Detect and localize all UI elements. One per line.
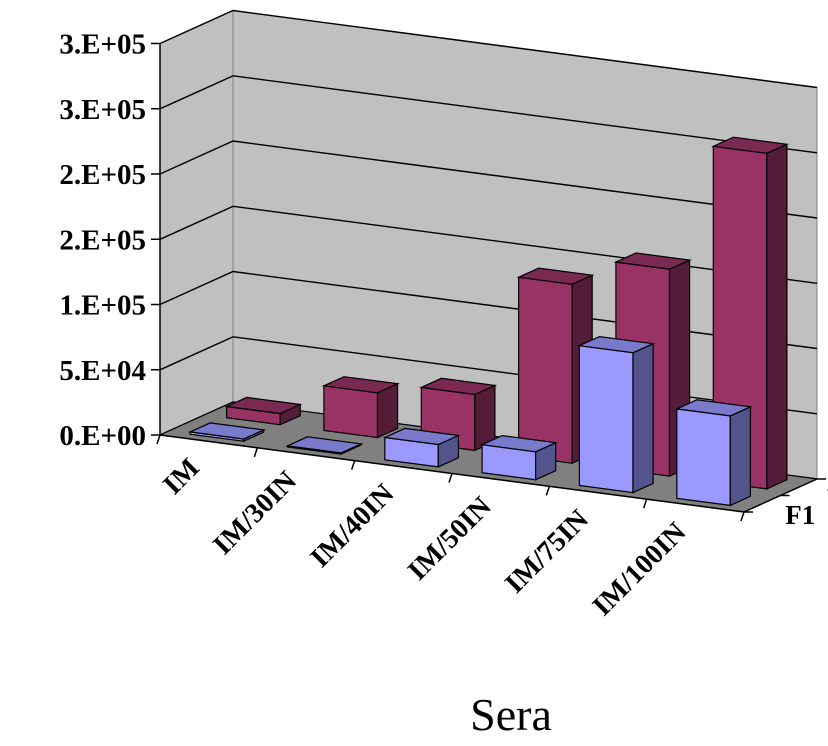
series-label: F1 <box>785 500 815 530</box>
x-axis-tick <box>545 486 551 496</box>
gridline <box>159 205 818 284</box>
bar-top-face <box>516 267 595 285</box>
bar-side-face <box>766 143 788 490</box>
series-axis-labels: F1V <box>785 483 828 530</box>
x-axis-tick <box>642 498 648 509</box>
bar-F1-IM/75IN <box>577 335 656 494</box>
y-axis-tick-labels: 0.E+00 5.E+04 1.E+05 2.E+05 2.E+05 3.E+05 3.E+… <box>59 29 146 453</box>
x-tick-label: IM <box>157 452 205 500</box>
bar-top-face <box>321 376 400 394</box>
y-tick-label: 3.E+05 <box>59 29 146 61</box>
y-tick-label: 2.E+05 <box>59 224 146 256</box>
x-axis-title: Sera <box>470 689 552 740</box>
x-axis-tick <box>448 473 453 483</box>
bar-F1-IM <box>187 422 266 443</box>
bar-top-face <box>382 427 461 446</box>
bar-top-face <box>419 377 498 396</box>
bar-top-face <box>187 422 266 440</box>
y-tick-label: 3.E+05 <box>59 94 146 126</box>
x-tick-label: IM/40IN <box>305 478 401 574</box>
bar-F1-IM/40IN <box>382 427 461 468</box>
bar-F1-IM/100IN <box>674 399 753 507</box>
y-tick-label: 5.E+04 <box>59 355 146 387</box>
y-tick-label: 0.E+00 <box>59 420 146 452</box>
x-axis-tick <box>253 447 259 458</box>
bar-top-face <box>285 436 364 454</box>
x-tick-label: IM/100IN <box>587 517 693 623</box>
bar-side-face <box>729 405 752 507</box>
bar-front-face <box>578 345 634 494</box>
gridline <box>159 75 818 154</box>
bar-side-face <box>632 342 654 494</box>
gridline <box>159 9 818 89</box>
gridline <box>159 140 818 219</box>
bars <box>187 136 790 507</box>
bar-F1-IM/50IN <box>479 434 558 481</box>
x-axis-tick <box>740 511 745 522</box>
axes <box>151 42 826 522</box>
y-tick-label: 1.E+05 <box>59 290 146 322</box>
y-tick-label: 2.E+05 <box>59 159 146 191</box>
bar-V-IM/40IN <box>419 377 498 452</box>
bar-top-face <box>711 136 790 154</box>
bar-V-IM/30IN <box>321 376 400 439</box>
bar-V-IM <box>224 396 303 426</box>
bar-front-face <box>517 276 573 464</box>
x-axis-tick <box>350 460 356 470</box>
bar-front-face <box>676 408 731 507</box>
x-tick-label: IM/75IN <box>499 504 595 600</box>
bar-F1-IM/30IN <box>285 436 364 456</box>
bar-top-face <box>577 335 656 354</box>
bar-front-face <box>323 385 379 439</box>
x-tick-label: IM/50IN <box>402 491 498 587</box>
bar-top-face <box>613 252 692 270</box>
bar-top-face <box>224 396 303 415</box>
bar-top-face <box>479 434 558 453</box>
x-axis-tick <box>156 434 161 445</box>
x-tick-label: IM/30IN <box>207 465 303 561</box>
bar-top-face <box>674 399 753 417</box>
